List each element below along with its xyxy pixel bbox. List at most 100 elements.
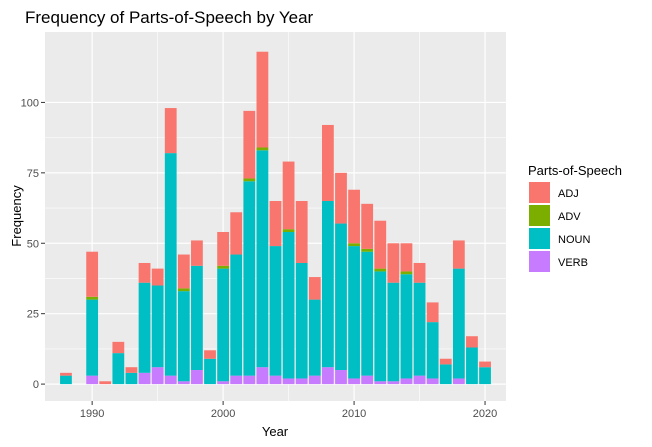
bar-noun-1999 xyxy=(204,358,216,385)
bar-adj-1998 xyxy=(191,240,203,266)
x-axis: 1990 2000 2010 2020 xyxy=(80,401,497,420)
bar-verb-2012 xyxy=(374,381,387,385)
bar-adv-2012 xyxy=(374,268,387,272)
legend-label-adj: ADJ xyxy=(558,188,579,200)
bar-verb-1996 xyxy=(164,375,177,385)
bar-noun-2017 xyxy=(439,364,452,385)
bar-adv-2005 xyxy=(282,229,295,232)
bar-adj-1999 xyxy=(204,350,216,359)
bar-noun-1998 xyxy=(191,265,203,371)
bar-verb-1997 xyxy=(177,381,190,385)
legend-key-adv xyxy=(529,205,550,226)
bar-adj-2014 xyxy=(400,243,413,272)
legend-label-adv: ADV xyxy=(558,211,581,223)
bar-adj-1992 xyxy=(112,341,125,354)
bar-verb-2016 xyxy=(426,378,439,385)
bar-verb-2018 xyxy=(452,378,465,385)
bar-verb-2013 xyxy=(387,381,400,385)
legend-key-adj xyxy=(529,182,550,203)
y-tick-label: 25 xyxy=(27,309,39,321)
bar-noun-2000 xyxy=(217,268,230,382)
legend-key-noun xyxy=(529,228,550,249)
y-tick-label: 100 xyxy=(21,97,39,109)
bar-noun-2007 xyxy=(308,299,321,376)
legend-items: ADJ ADV NOUN VERB xyxy=(529,182,590,272)
bar-adj-2015 xyxy=(413,262,426,283)
bar-verb-2007 xyxy=(308,375,321,385)
bar-noun-1997 xyxy=(177,291,190,382)
bar-adv-1997 xyxy=(177,288,190,292)
y-tick-label: 0 xyxy=(33,379,39,391)
bar-adj-2002 xyxy=(243,110,256,179)
bar-adj-2001 xyxy=(230,212,243,255)
bar-verb-2011 xyxy=(361,375,374,385)
bar-noun-2013 xyxy=(387,282,400,382)
bar-noun-2018 xyxy=(452,268,465,379)
bar-noun-1993 xyxy=(125,372,138,385)
bar-verb-2008 xyxy=(321,367,334,385)
x-tick-label: 2010 xyxy=(342,408,366,420)
bar-noun-2020 xyxy=(479,367,491,385)
bar-adj-2011 xyxy=(361,203,374,249)
legend: Parts-of-Speech ADJ ADV NOUN VERB xyxy=(528,163,622,272)
bar-noun-2011 xyxy=(361,251,374,376)
bar-verb-2004 xyxy=(269,375,282,385)
bar-noun-2015 xyxy=(413,282,426,376)
x-tick-label: 2000 xyxy=(211,408,235,420)
bar-adj-2004 xyxy=(269,201,282,247)
bar-adj-2019 xyxy=(466,336,478,348)
legend-label-verb: VERB xyxy=(558,257,588,269)
y-axis: 0 25 50 75 100 xyxy=(21,97,45,391)
chart-title: Frequency of Parts-of-Speech by Year xyxy=(25,8,314,27)
bar-adv-2014 xyxy=(400,271,413,275)
bar-adj-2016 xyxy=(426,302,439,323)
bar-adv-2011 xyxy=(361,248,374,252)
bar-verb-2003 xyxy=(256,367,269,385)
x-tick-label: 2020 xyxy=(473,408,497,420)
bar-noun-1992 xyxy=(112,353,125,385)
bar-verb-1995 xyxy=(151,367,164,385)
bar-adv-2003 xyxy=(256,147,269,151)
bar-noun-1994 xyxy=(138,282,151,373)
bar-adj-1997 xyxy=(177,254,190,289)
bar-noun-2006 xyxy=(295,262,308,379)
bar-adj-2008 xyxy=(321,124,334,202)
bar-adj-2017 xyxy=(439,358,452,365)
bar-adj-1996 xyxy=(164,108,177,154)
bar-adj-2012 xyxy=(374,220,387,269)
bar-adv-1990 xyxy=(86,296,99,300)
bar-adj-2003 xyxy=(256,51,269,148)
bar-adj-1995 xyxy=(151,268,164,286)
bar-adj-1994 xyxy=(138,262,151,283)
bar-verb-2009 xyxy=(335,370,347,385)
bar-verb-1990 xyxy=(86,375,99,385)
y-axis-title: Frequency xyxy=(9,185,24,247)
bar-verb-2015 xyxy=(413,375,426,385)
bar-verb-1994 xyxy=(138,372,151,385)
bar-noun-1996 xyxy=(164,153,177,376)
legend-title: Parts-of-Speech xyxy=(528,163,622,178)
y-tick-label: 75 xyxy=(27,168,39,180)
bar-verb-2000 xyxy=(217,381,230,385)
bar-adj-2005 xyxy=(282,161,295,230)
bar-adj-2009 xyxy=(335,172,347,224)
bar-noun-2019 xyxy=(466,347,478,385)
legend-key-verb xyxy=(529,251,550,272)
bar-adj-2007 xyxy=(308,277,321,300)
bar-noun-2016 xyxy=(426,322,439,379)
bar-verb-2001 xyxy=(230,375,243,385)
bar-adj-2018 xyxy=(452,240,465,269)
legend-label-noun: NOUN xyxy=(558,234,590,246)
bar-adj-2006 xyxy=(295,201,308,263)
bar-noun-1995 xyxy=(151,285,164,368)
bar-adj-1988 xyxy=(60,372,72,376)
bar-adv-2002 xyxy=(243,178,256,182)
bar-noun-2012 xyxy=(374,271,387,382)
bar-adv-2010 xyxy=(348,243,360,247)
bar-verb-2006 xyxy=(295,378,308,385)
bar-verb-2005 xyxy=(282,378,295,385)
bar-noun-2001 xyxy=(230,254,243,376)
bar-adj-2000 xyxy=(217,231,230,266)
bar-noun-1988 xyxy=(60,375,72,385)
